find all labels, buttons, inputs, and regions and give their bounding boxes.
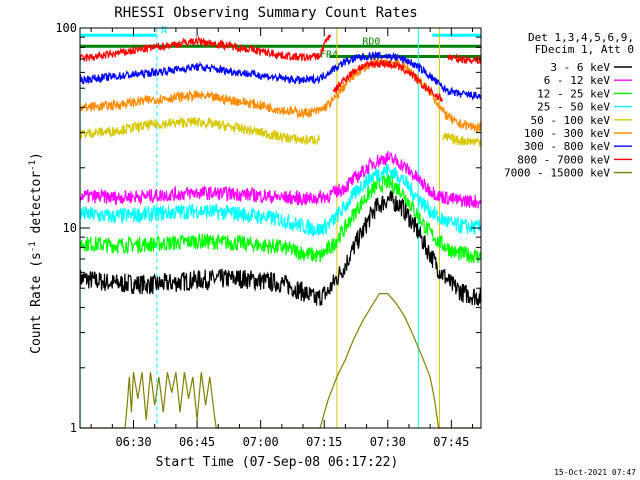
status-bar-label-fr4: FR4 bbox=[320, 50, 338, 61]
series-line-300-800-kev-1 bbox=[79, 50, 482, 101]
x-tick-label-0730: 07:30 bbox=[370, 435, 406, 449]
y-axis-label-suffix: ) bbox=[29, 152, 44, 160]
x-tick-label-0700: 07:00 bbox=[243, 435, 279, 449]
x-axis-label: Start Time (07-Sep-08 06:17:22) bbox=[156, 455, 399, 470]
legend-header-line-1: Det 1,3,4,5,6,9, bbox=[528, 31, 634, 44]
y-axis-label-prefix: Count Rate (s bbox=[29, 252, 44, 354]
y-tick-label-1: 1 bbox=[70, 421, 77, 435]
x-tick-label-0715: 07:15 bbox=[306, 435, 342, 449]
legend-label-800-7000-kev: 800 - 7000 keV bbox=[517, 153, 610, 166]
series-line-50-100-kev-2 bbox=[442, 131, 482, 147]
legend-label-7000-15000-kev: 7000 - 15000 keV bbox=[504, 167, 610, 180]
series-line-12-25-kev-1 bbox=[79, 173, 482, 263]
legend-label-12-25-kev: 12 - 25 keV bbox=[537, 87, 610, 100]
series-line-7000-15000-kev-1 bbox=[80, 293, 481, 429]
plot-area: N RD0 FR4 06:30 06:45 07:00 07:15 07:30 07:45 1 10… bbox=[55, 21, 482, 449]
series-line-800-7000-kev-3 bbox=[446, 52, 482, 65]
legend: Det 1,3,4,5,6,9, FDecim 1, Att 0 3 - 6 k… bbox=[504, 31, 634, 180]
y-tick-label-100: 100 bbox=[55, 21, 77, 35]
y-axis-label: Count Rate (s-1 detector-1) bbox=[28, 152, 44, 354]
x-tick-label-0745: 07:45 bbox=[433, 435, 469, 449]
status-bar-label-n: N bbox=[161, 25, 167, 36]
legend-label-100-300-kev: 100 - 300 keV bbox=[524, 127, 610, 140]
series-line-50-100-kev-1 bbox=[79, 116, 321, 146]
series-line-6-12-kev-1 bbox=[79, 151, 482, 209]
legend-label-50-100-kev: 50 - 100 keV bbox=[531, 114, 611, 127]
y-axis-label-exp-2: -1 bbox=[28, 160, 38, 171]
legend-label-3-6-kev: 3 - 6 keV bbox=[550, 61, 610, 74]
series-line-100-300-kev-1 bbox=[79, 56, 482, 134]
x-tick-label-0645: 06:45 bbox=[179, 435, 215, 449]
y-axis-label-mid: detector bbox=[29, 171, 44, 242]
status-bar-label-rd0: RD0 bbox=[362, 36, 380, 47]
series-line-800-7000-kev-2 bbox=[332, 59, 444, 102]
chart-title: RHESSI Observing Summary Count Rates bbox=[114, 5, 417, 21]
series-line-25-50-kev-1 bbox=[79, 163, 482, 237]
legend-label-6-12-kev: 6 - 12 keV bbox=[544, 74, 611, 87]
x-tick-label-0630: 06:30 bbox=[115, 435, 151, 449]
y-tick-label-10: 10 bbox=[63, 221, 77, 235]
legend-label-25-50-kev: 25 - 50 keV bbox=[537, 101, 610, 114]
legend-header-line-2: FDecim 1, Att 0 bbox=[535, 43, 634, 56]
series-line-3-6-kev-1 bbox=[79, 189, 482, 306]
y-axis-label-exp-1: -1 bbox=[28, 241, 38, 252]
footer-timestamp: 15-Oct-2021 07:47 bbox=[554, 468, 636, 477]
legend-label-300-800-kev: 300 - 800 keV bbox=[524, 140, 610, 153]
series-line-800-7000-kev-1 bbox=[79, 34, 332, 63]
